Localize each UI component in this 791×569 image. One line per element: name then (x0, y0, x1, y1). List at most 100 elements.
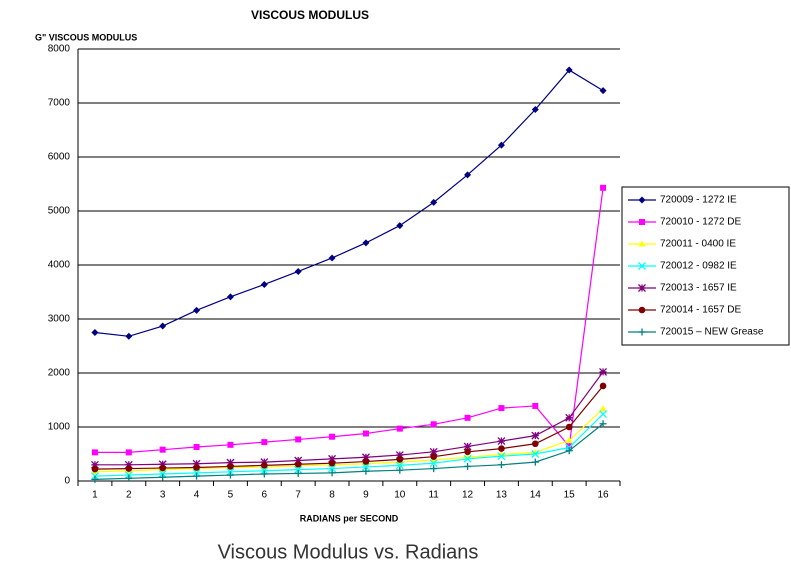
marker (396, 425, 403, 432)
marker (260, 280, 268, 288)
marker (125, 332, 133, 340)
marker (193, 443, 200, 450)
marker (362, 467, 370, 475)
x-tick-label: 10 (394, 490, 406, 501)
chart-title: VISCOUS MODULUS (251, 8, 369, 22)
marker (464, 171, 472, 179)
x-tick-label: 16 (598, 490, 610, 501)
marker (395, 461, 404, 470)
marker (362, 458, 370, 465)
marker (464, 414, 471, 421)
y-tick-label: 6000 (48, 152, 71, 163)
marker (430, 198, 438, 206)
marker (464, 462, 472, 470)
caption: Viscous Modulus vs. Radians (218, 541, 479, 563)
marker (497, 452, 506, 461)
x-tick-label: 15 (564, 490, 576, 501)
marker (158, 460, 167, 469)
marker (600, 184, 607, 191)
marker (226, 471, 234, 479)
marker (498, 445, 505, 452)
marker (227, 441, 234, 448)
marker (599, 405, 607, 412)
marker (362, 239, 370, 247)
marker (193, 306, 201, 314)
marker (226, 458, 235, 467)
marker (497, 141, 505, 149)
marker (91, 475, 99, 483)
marker (531, 450, 540, 458)
x-tick-label: 14 (530, 490, 542, 501)
marker (497, 437, 506, 445)
marker (125, 465, 133, 472)
marker (159, 473, 167, 481)
series-line (94, 413, 604, 477)
x-axis-title: RADIANS per SECOND (300, 513, 399, 523)
marker (294, 469, 302, 477)
marker (328, 454, 337, 463)
marker (159, 322, 167, 330)
marker (192, 459, 201, 468)
x-tick-label: 6 (262, 490, 268, 501)
marker (599, 420, 607, 428)
marker (599, 382, 607, 390)
marker (125, 474, 133, 482)
marker (463, 454, 472, 463)
y-tick-label: 7000 (48, 98, 71, 109)
marker (329, 433, 336, 440)
marker (565, 437, 573, 443)
y-tick-label: 3000 (48, 314, 71, 325)
marker (362, 430, 369, 437)
legend-label: 720010 - 1272 DE (660, 217, 742, 228)
x-tick-label: 12 (462, 490, 474, 501)
marker (396, 466, 404, 474)
marker (566, 443, 573, 450)
marker (638, 306, 646, 314)
marker (294, 460, 302, 468)
marker (261, 439, 268, 446)
marker (565, 66, 573, 74)
marker (430, 453, 437, 461)
legend-label: 720013 - 1657 IE (660, 283, 737, 294)
marker (531, 431, 540, 440)
x-tick-label: 7 (295, 490, 301, 501)
x-tick-label: 2 (126, 490, 132, 501)
marker (638, 262, 646, 270)
marker (430, 465, 438, 473)
x-tick-label: 5 (228, 490, 234, 501)
marker (599, 87, 607, 95)
x-tick-label: 3 (160, 490, 166, 501)
marker (124, 460, 133, 469)
legend-label: 720014 - 1657 DE (660, 305, 742, 316)
marker (125, 449, 132, 456)
marker (638, 196, 646, 204)
marker (261, 462, 268, 469)
marker (429, 459, 438, 468)
marker (294, 456, 303, 465)
series-line (94, 187, 604, 453)
marker (532, 402, 539, 409)
marker (91, 465, 99, 473)
y-tick-label: 4000 (48, 260, 71, 271)
marker (498, 405, 505, 412)
legend-label: 720009 - 1272 IE (660, 195, 737, 206)
marker (90, 460, 99, 469)
marker (328, 469, 336, 477)
x-tick-label: 9 (363, 490, 369, 501)
x-tick-label: 11 (428, 490, 439, 501)
y-axis-title: G" VISCOUS MODULUS (35, 32, 137, 42)
marker (193, 472, 201, 480)
marker (430, 421, 437, 428)
y-tick-label: 2000 (48, 368, 71, 379)
marker (159, 464, 166, 472)
legend-label: 720012 - 0982 IE (660, 261, 737, 272)
marker (497, 461, 505, 469)
marker (531, 458, 539, 466)
marker (361, 463, 370, 471)
marker (91, 329, 99, 336)
marker (91, 449, 98, 456)
marker (395, 451, 404, 460)
marker (159, 446, 166, 453)
marker (328, 464, 337, 473)
